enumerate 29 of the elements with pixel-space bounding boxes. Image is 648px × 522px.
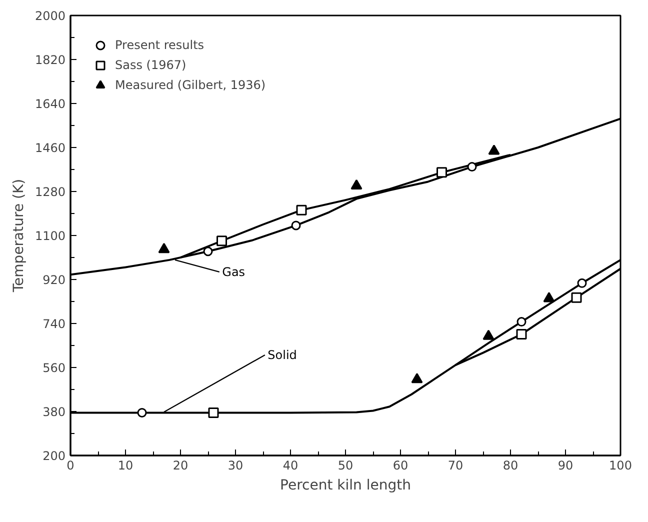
x-axis-title: Percent kiln length	[280, 478, 411, 494]
y-axis-title: Temperature (K)	[10, 178, 27, 294]
x-tick-label: 30	[228, 458, 244, 472]
y-tick-label: 1820	[34, 53, 66, 67]
x-tick-label: 90	[558, 458, 574, 472]
y-tick-label: 200	[42, 449, 66, 463]
y-tick-label: 2000	[34, 9, 66, 23]
x-tick-label: 20	[172, 458, 188, 472]
x-tick-label: 70	[448, 458, 464, 472]
y-tick-label: 1460	[34, 141, 66, 155]
x-tick-label: 50	[338, 458, 354, 472]
y-tick-label: 920	[42, 273, 66, 287]
x-tick-label: 60	[392, 458, 408, 472]
x-tick-label: 100	[609, 458, 632, 472]
y-tick-label: 560	[42, 361, 66, 375]
legend-label: Measured (Gilbert, 1936)	[115, 78, 266, 92]
x-tick-label: 40	[282, 458, 298, 472]
y-tick-label: 380	[42, 405, 66, 419]
y-tick-label: 1100	[34, 229, 66, 243]
annotation: Gas	[222, 264, 246, 279]
legend-label: Sass (1967)	[115, 58, 186, 72]
x-tick-label: 80	[502, 458, 518, 472]
x-tick-label: 0	[66, 458, 74, 472]
y-tick-label: 1280	[34, 185, 66, 199]
x-tick-label: 10	[118, 458, 134, 472]
annotation: Solid	[268, 348, 297, 362]
y-tick-label: 1640	[34, 97, 66, 111]
y-tick-label: 740	[42, 317, 66, 331]
legend-label: Present results	[115, 38, 204, 52]
